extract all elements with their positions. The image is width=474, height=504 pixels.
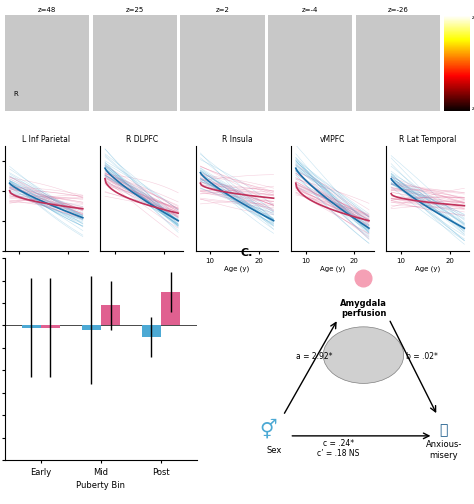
Title: z=-4: z=-4 [302,8,319,13]
Title: R Insula: R Insula [222,135,252,144]
Text: Anxious-
misery: Anxious- misery [426,440,462,460]
Text: Amygdala
perfusion: Amygdala perfusion [340,298,387,318]
Bar [161,292,180,326]
Bar [101,305,120,326]
X-axis label: Age (y): Age (y) [34,266,59,272]
Bar [82,326,101,330]
Text: c = .24*
c’ = .18 NS: c = .24* c’ = .18 NS [317,438,359,458]
X-axis label: Age (y): Age (y) [415,266,440,272]
Title: z=-26: z=-26 [388,8,409,13]
Bar [22,326,41,328]
Text: z=6.0: z=6.0 [472,15,474,20]
Bar [142,326,161,337]
Title: z=2: z=2 [216,8,229,13]
Text: z=4.9: z=4.9 [472,106,474,110]
Title: vMPFC: vMPFC [319,135,345,144]
Text: 🏃: 🏃 [440,423,448,437]
Title: R Lat Temporal: R Lat Temporal [399,135,456,144]
Title: z=25: z=25 [126,8,144,13]
Text: b = .02*: b = .02* [406,352,438,361]
Title: R DLPFC: R DLPFC [126,135,158,144]
X-axis label: Puberty Bin: Puberty Bin [76,481,126,490]
Text: Sex: Sex [267,446,283,455]
Bar [41,326,60,328]
Text: R: R [13,91,18,97]
X-axis label: Age (y): Age (y) [129,266,154,272]
X-axis label: Age (y): Age (y) [320,266,345,272]
Text: C.: C. [241,248,253,258]
Text: a = 2.92*: a = 2.92* [296,352,332,361]
X-axis label: Age (y): Age (y) [224,266,250,272]
Ellipse shape [323,327,404,384]
Text: ⚥: ⚥ [259,420,277,439]
Title: L Inf Parietal: L Inf Parietal [22,135,70,144]
Title: z=48: z=48 [37,8,56,13]
